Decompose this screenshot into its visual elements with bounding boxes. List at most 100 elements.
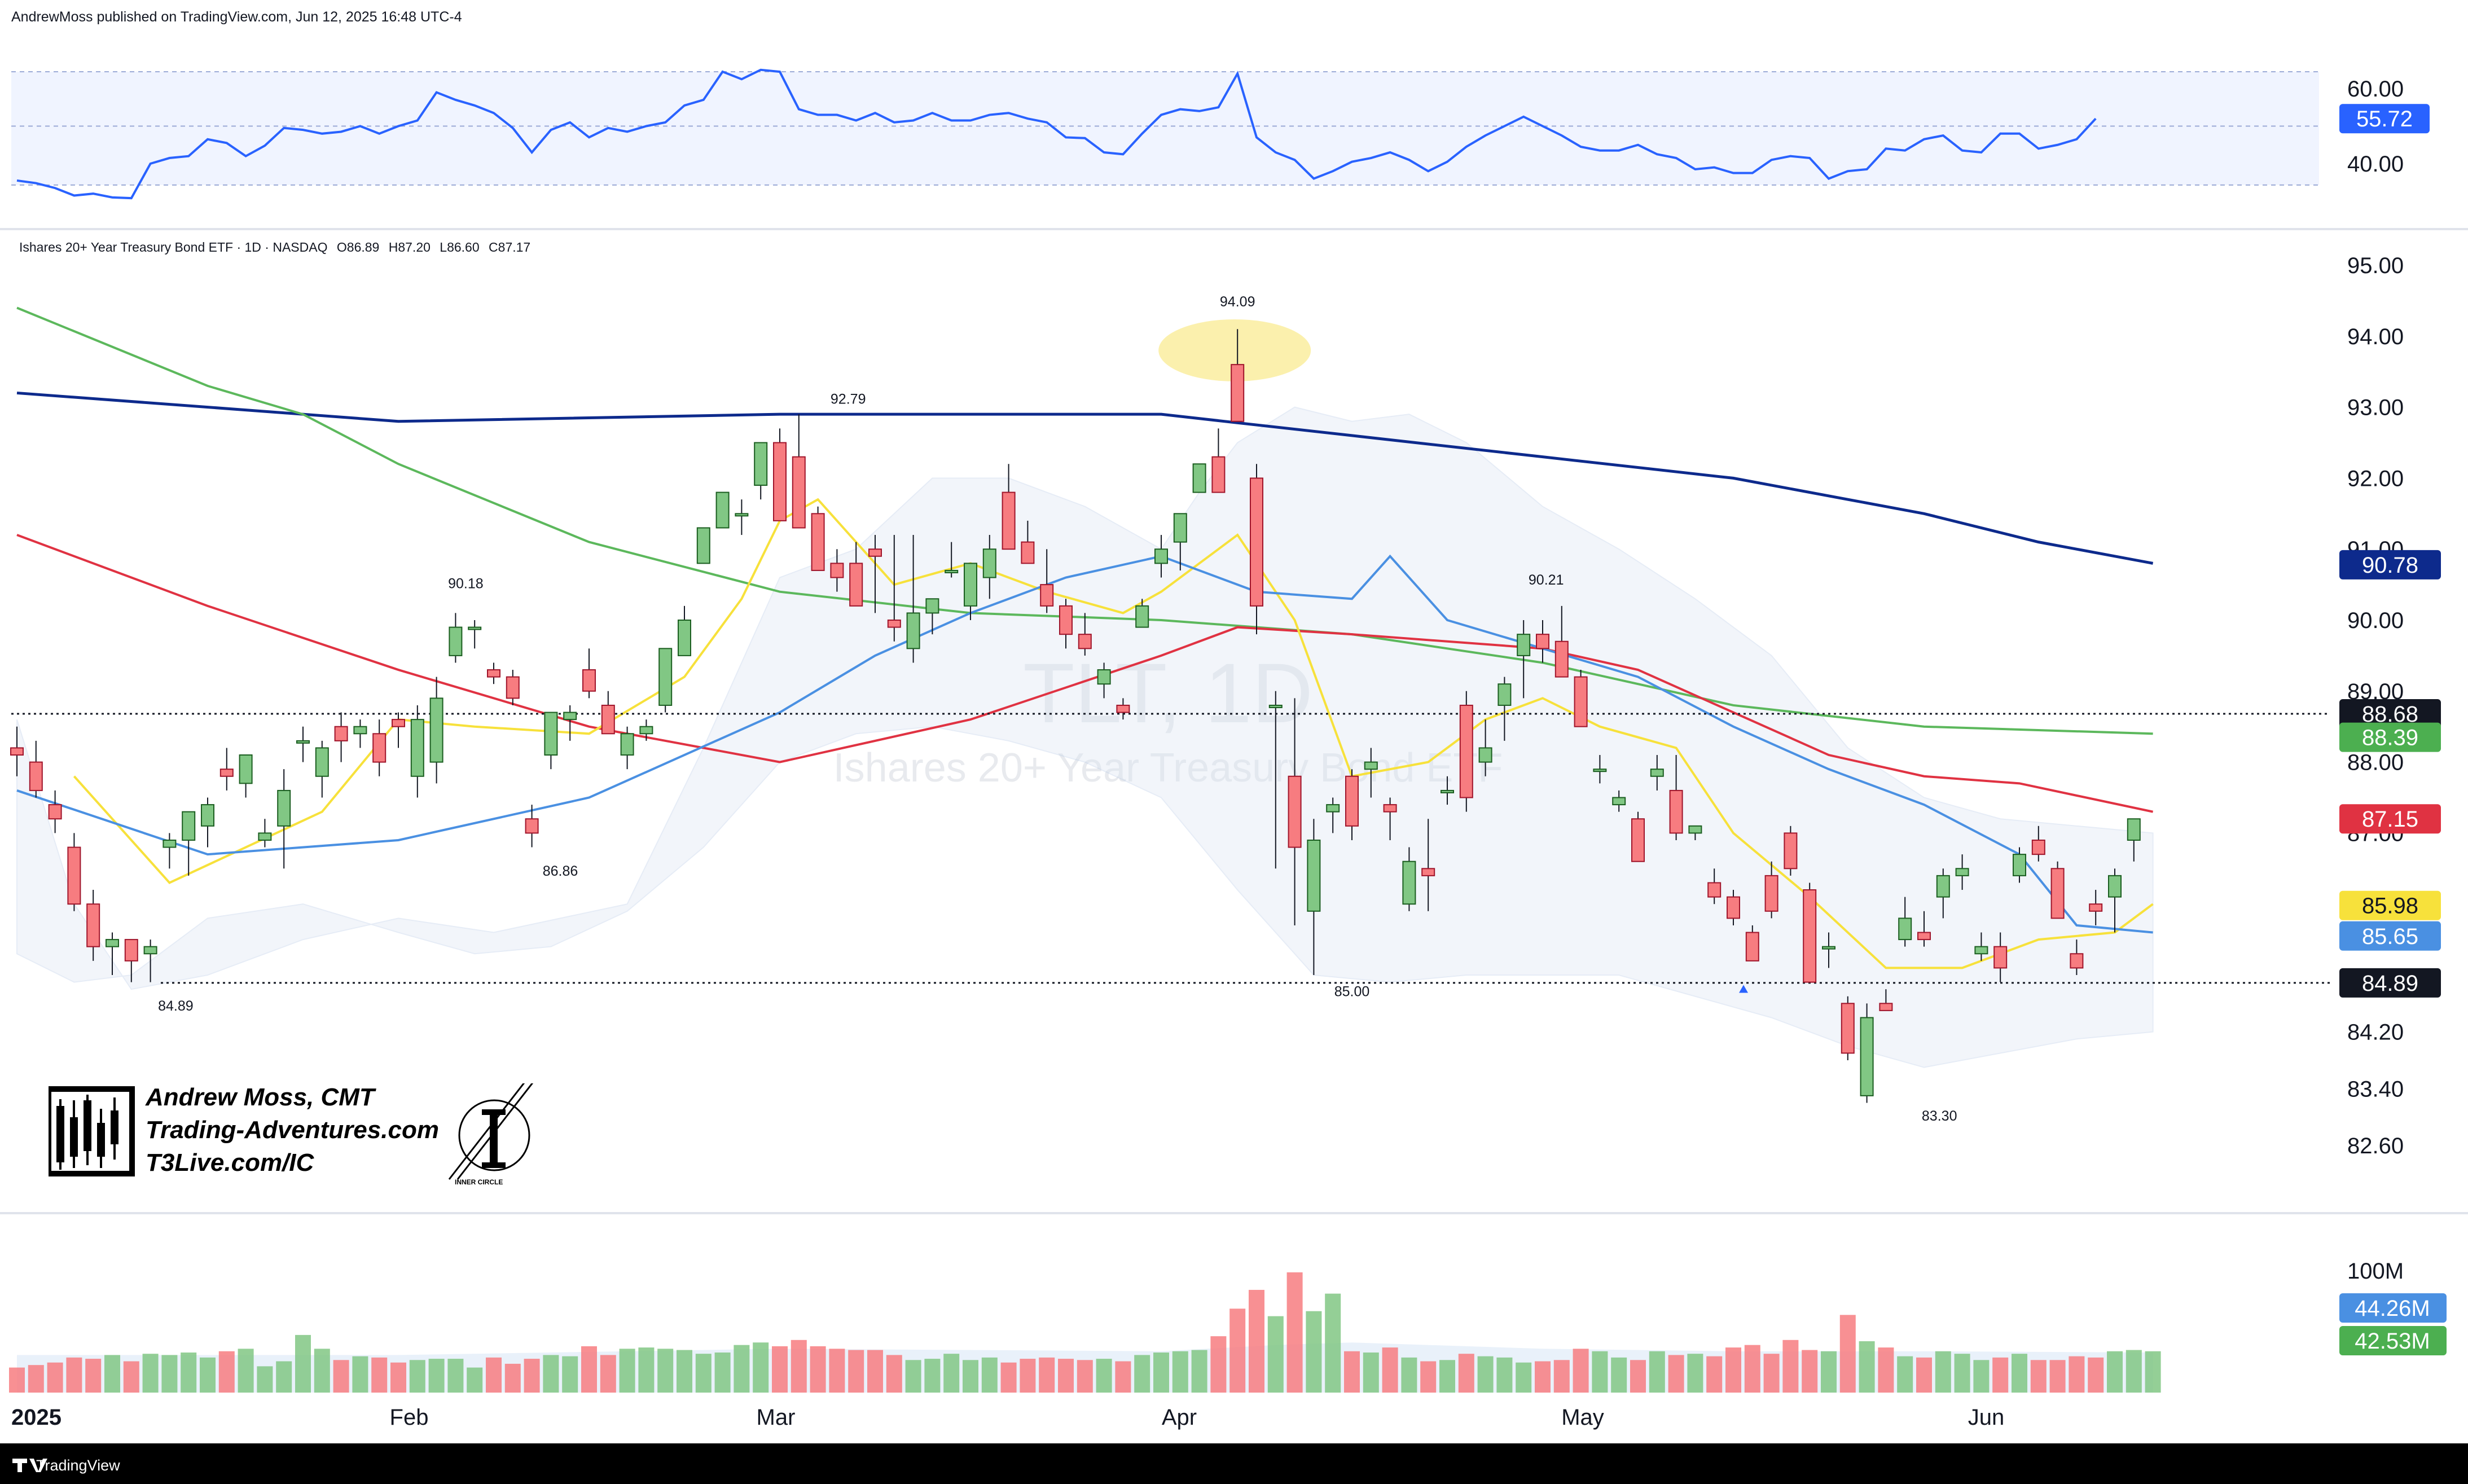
candle-body xyxy=(1612,797,1626,806)
volume-bar xyxy=(161,1355,178,1393)
ohlc-open: O86.89 xyxy=(337,240,379,254)
candle-body xyxy=(258,832,272,841)
volume-bar xyxy=(371,1357,388,1393)
candle-body xyxy=(1745,932,1759,961)
published-header: AndrewMoss published on TradingView.com,… xyxy=(11,9,462,25)
volume-bar xyxy=(791,1340,807,1393)
volume-bar xyxy=(677,1350,692,1393)
candle-body xyxy=(163,839,177,848)
volume-bar xyxy=(2145,1351,2161,1393)
price-tick-label: 90.00 xyxy=(2347,608,2404,633)
volume-bar xyxy=(2088,1357,2104,1393)
volume-bar xyxy=(467,1367,483,1393)
candle-body xyxy=(392,719,405,727)
price-tick-label: 94.00 xyxy=(2347,324,2404,349)
author-site[interactable]: Trading-Adventures.com xyxy=(146,1116,439,1144)
ohlc-low: L86.60 xyxy=(440,240,479,254)
candle-body xyxy=(563,712,577,721)
volume-bar xyxy=(28,1365,44,1393)
watermark-ticker: TLT, 1D xyxy=(1023,646,1313,740)
volume-bar xyxy=(1668,1355,1684,1393)
candle-body xyxy=(1688,825,1702,834)
volume-bar xyxy=(1878,1347,1894,1393)
candle-body xyxy=(182,811,196,841)
ma-price-tag xyxy=(2339,722,2441,752)
rsi-current-tag xyxy=(2339,104,2430,134)
volume-bar xyxy=(1744,1345,1760,1393)
ma-line xyxy=(16,391,2154,565)
candle-body xyxy=(1536,634,1549,649)
volume-bar xyxy=(1630,1360,1646,1393)
volume-bar xyxy=(1706,1356,1723,1393)
volume-bar xyxy=(695,1354,712,1393)
volume-bar xyxy=(1382,1347,1398,1393)
ohlc-close: C87.17 xyxy=(489,240,530,254)
ma-price-tag xyxy=(2339,890,2441,920)
candle-body xyxy=(696,527,710,564)
volume-bar xyxy=(524,1359,540,1393)
candle-body xyxy=(1135,605,1149,628)
volume-bar xyxy=(1134,1355,1150,1393)
candle-body xyxy=(906,612,920,649)
volume-bar xyxy=(600,1355,616,1393)
candle-body xyxy=(1421,868,1435,876)
volume-bar xyxy=(1229,1309,1246,1393)
volume-bar xyxy=(734,1345,750,1393)
candle-body xyxy=(1231,364,1245,422)
candle-body xyxy=(67,846,81,905)
candle-body xyxy=(868,548,882,557)
ma-price-label: 85.65 xyxy=(2362,924,2418,949)
volume-bar xyxy=(1191,1350,1207,1393)
rsi-panel: 60.00 40.00 55.72 xyxy=(11,68,2430,200)
volume-bar xyxy=(409,1360,425,1393)
candle-body xyxy=(544,712,558,756)
candle-body xyxy=(1727,896,1740,919)
volume-bar xyxy=(85,1359,102,1393)
tradingview-logo[interactable]: TradingView xyxy=(12,1457,120,1474)
candle-body xyxy=(1402,860,1416,905)
candle-body xyxy=(2070,953,2084,969)
volume-bar xyxy=(238,1349,254,1393)
candle-body xyxy=(353,726,367,735)
candle-body xyxy=(1459,704,1473,798)
ohlc-high: H87.20 xyxy=(389,240,431,254)
volume-bar xyxy=(1077,1360,1093,1393)
footer-brand: TradingView xyxy=(36,1457,120,1474)
volume-bar xyxy=(1286,1272,1303,1393)
highlight-ellipse xyxy=(1158,319,1311,381)
rsi-band xyxy=(11,72,2319,185)
volume-bar xyxy=(1115,1361,1131,1393)
volume-bar xyxy=(1687,1354,1703,1393)
candle-body xyxy=(715,491,730,529)
volume-bar xyxy=(2012,1354,2027,1393)
x-tick-label: Apr xyxy=(1162,1405,1197,1430)
volume-bar xyxy=(9,1367,25,1393)
candle-body xyxy=(1498,683,1512,706)
author-link[interactable]: T3Live.com/IC xyxy=(146,1149,314,1176)
candle-body xyxy=(1841,1003,1855,1054)
volume-bar xyxy=(772,1346,788,1393)
candle-body xyxy=(2127,818,2141,841)
volume-bar xyxy=(352,1356,368,1393)
candle-body xyxy=(1211,456,1226,493)
candle-body xyxy=(1364,761,1378,770)
volume-bar xyxy=(2107,1351,2123,1393)
candle-body xyxy=(945,569,959,573)
candle-body xyxy=(525,818,539,834)
volume-bar xyxy=(1553,1360,1570,1393)
volume-bar xyxy=(1439,1360,1455,1393)
volume-bar xyxy=(1172,1351,1188,1393)
candle-body xyxy=(86,903,100,947)
candle-body xyxy=(468,626,482,630)
ma-price-label: 90.78 xyxy=(2362,553,2418,578)
seal-caption: INNER CIRCLE xyxy=(455,1178,503,1186)
candle-body xyxy=(1078,634,1092,649)
candle-body xyxy=(277,789,291,827)
volume-bar xyxy=(848,1350,864,1393)
volume-bar xyxy=(1725,1347,1741,1393)
volume-tag xyxy=(2339,1326,2447,1355)
price-annotation: 83.30 xyxy=(1922,1108,1957,1124)
volume-bar xyxy=(581,1346,597,1393)
volume-bar xyxy=(638,1347,655,1393)
candle-body xyxy=(315,747,329,777)
